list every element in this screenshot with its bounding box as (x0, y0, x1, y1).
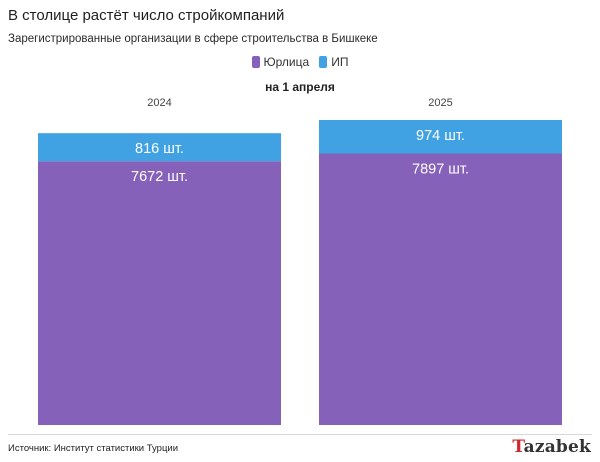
data-label-legal-entities-2025: 7897 шт. (412, 161, 469, 177)
legend-item-individual-entrepreneurs[interactable]: ИП (319, 55, 348, 69)
data-label-individual-entrepreneurs-2025: 974 шт. (416, 128, 465, 144)
tazabek-logo: Tazabek (512, 437, 591, 457)
logo-accent-letter: T (512, 437, 524, 457)
bar-legal-entities-2024 (38, 161, 281, 426)
bar-individual-entrepreneurs-2025 (319, 120, 562, 154)
source-note: Источник: Институт статистики Турции (8, 443, 179, 454)
data-label-legal-entities-2024: 7672 шт. (131, 169, 188, 185)
chart-subtitle: Зарегистрированные организации в сфере с… (8, 33, 378, 45)
legend-swatch-individual-entrepreneurs (319, 56, 328, 68)
legend-label-individual-entrepreneurs: ИП (331, 55, 349, 69)
category-label-2025: 2025 (428, 97, 452, 109)
bar-individual-entrepreneurs-2024 (38, 133, 281, 162)
chart-title: В столице растёт число стройкомпаний (8, 7, 285, 24)
legend-label-legal-entities: Юрлица (263, 55, 310, 69)
legend: Юрлица ИП (0, 55, 600, 69)
data-label-individual-entrepreneurs-2024: 816 шт. (135, 141, 184, 157)
category-label-2024: 2024 (147, 97, 171, 109)
x-axis-title: на 1 апреля (265, 80, 335, 94)
logo-rest-text: azabek (523, 437, 591, 457)
legend-swatch-legal-entities (251, 56, 260, 68)
footer-divider (8, 434, 592, 435)
bar-legal-entities-2025 (319, 153, 562, 425)
legend-item-legal-entities[interactable]: Юрлица (251, 55, 310, 69)
